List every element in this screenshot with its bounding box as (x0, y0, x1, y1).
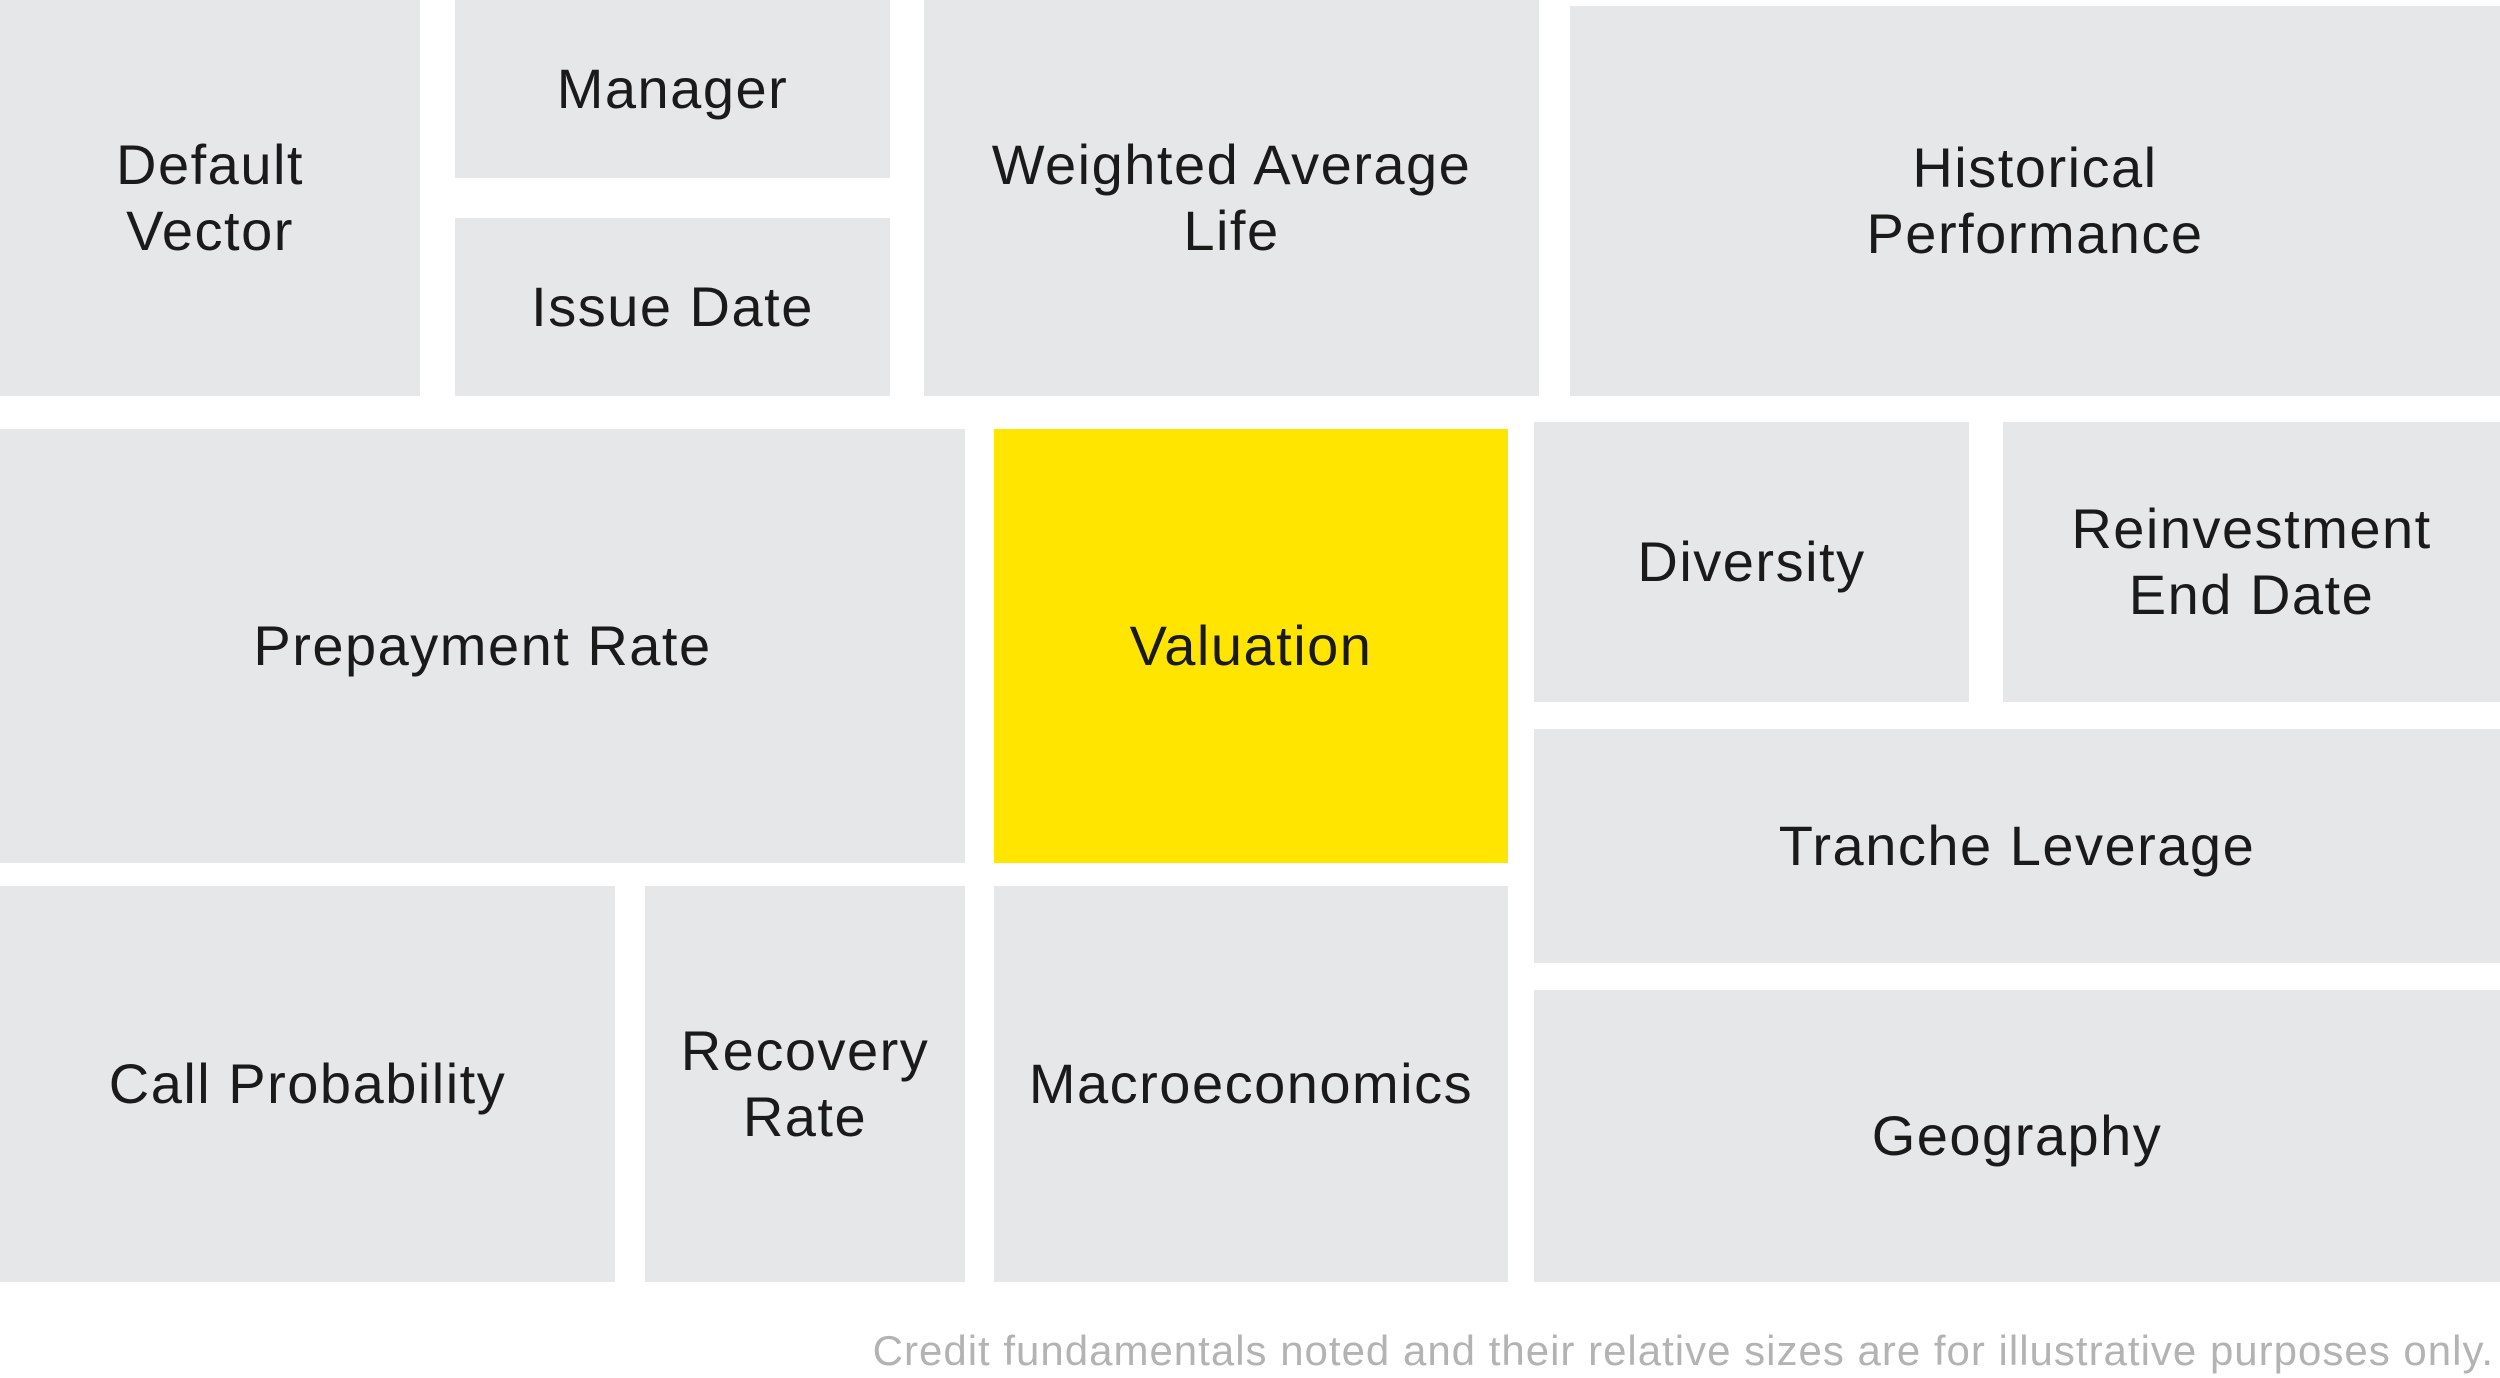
tile-issue-date: Issue Date (455, 218, 890, 396)
tile-label: Recovery Rate (680, 1019, 930, 1148)
tile-label: Default Vector (116, 133, 304, 262)
tile-label: Macroeconomics (1028, 1052, 1474, 1115)
tile-historical-performance: Historical Performance (1570, 6, 2500, 396)
tile-label: Manager (556, 57, 789, 120)
tile-label: Prepayment Rate (253, 614, 712, 677)
tile-geography: Geography (1534, 990, 2500, 1282)
tile-weighted-average-life: Weighted Average Life (924, 0, 1539, 396)
tile-label: Weighted Average Life (991, 133, 1472, 262)
tile-label: Reinvestment End Date (2071, 497, 2432, 626)
tile-valuation: Valuation (994, 429, 1508, 863)
tile-recovery-rate: Recovery Rate (645, 886, 965, 1282)
tile-default-vector: Default Vector (0, 0, 420, 396)
tile-label: Issue Date (531, 275, 814, 338)
tile-manager: Manager (455, 0, 890, 178)
tile-label: Historical Performance (1866, 136, 2204, 265)
tile-diversity: Diversity (1534, 422, 1969, 702)
tile-label: Tranche Leverage (1778, 814, 2256, 877)
tile-label: Call Probability (108, 1052, 507, 1115)
tile-reinvestment-end-date: Reinvestment End Date (2003, 422, 2500, 702)
tile-call-probability: Call Probability (0, 886, 615, 1282)
tile-tranche-leverage: Tranche Leverage (1534, 729, 2500, 963)
tile-prepayment-rate: Prepayment Rate (0, 429, 965, 863)
tile-label: Valuation (1129, 614, 1373, 677)
tile-label: Diversity (1637, 530, 1866, 593)
footnote-caption: Credit fundamentals noted and their rela… (872, 1327, 2494, 1374)
tile-label: Geography (1871, 1104, 2163, 1167)
tile-macroeconomics: Macroeconomics (994, 886, 1508, 1282)
